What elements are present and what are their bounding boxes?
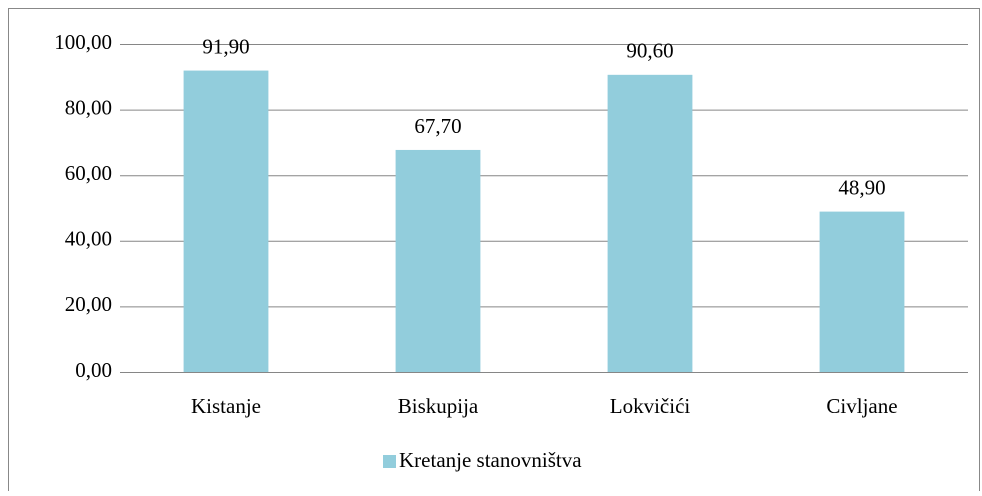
x-tick-label: Kistanje: [191, 394, 261, 418]
value-label: 91,90: [202, 34, 249, 58]
value-label: 67,70: [414, 114, 461, 138]
y-tick-label: 100,00: [54, 30, 112, 54]
y-tick-label: 40,00: [65, 227, 112, 251]
x-tick-label: Civljane: [826, 394, 897, 418]
value-label: 48,90: [838, 175, 885, 199]
y-tick-label: 80,00: [65, 95, 112, 119]
x-tick-label: Biskupija: [398, 394, 479, 418]
legend-label: Kretanje stanovništva: [399, 448, 582, 472]
value-label: 90,60: [626, 39, 673, 63]
x-tick-label: Lokvičići: [610, 394, 691, 418]
y-tick-label: 60,00: [65, 161, 112, 185]
y-tick-label: 0,00: [75, 358, 112, 382]
bar: [819, 211, 905, 372]
bar: [607, 74, 693, 372]
bar: [395, 149, 481, 372]
y-tick-label: 20,00: [65, 292, 112, 316]
legend-swatch: [383, 455, 396, 468]
chart-border: [8, 8, 980, 496]
bar: [183, 70, 269, 373]
